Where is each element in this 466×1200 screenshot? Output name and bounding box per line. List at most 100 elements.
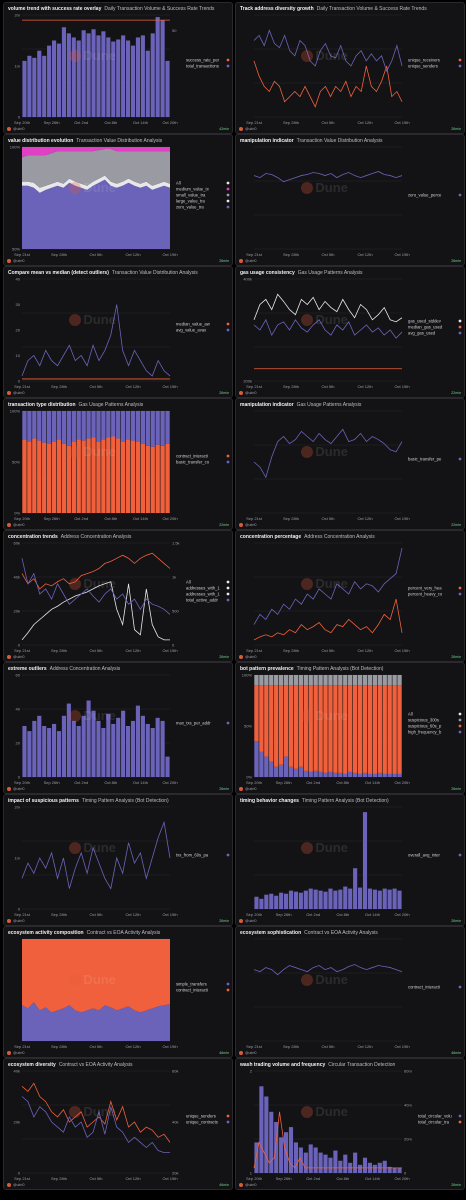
author-link[interactable]: @ukrl0	[239, 127, 256, 131]
chart-panel-p18[interactable]: wash trading volume and frequency Circula…	[235, 1058, 465, 1190]
chart-subtitle: Daily Transaction Volume & Success Rate …	[316, 6, 427, 12]
x-tick-label: Oct 2nd	[74, 516, 88, 521]
bar	[121, 710, 126, 777]
chart-title: ecosystem activity composition	[8, 930, 84, 936]
chart-panel-p2[interactable]: Track address diversity growth Daily Tran…	[235, 2, 465, 134]
area-series	[22, 179, 170, 249]
author-link[interactable]: @ukrl0	[7, 523, 24, 527]
chart-panel-p16[interactable]: ecosystem sophistication Contract vs EOA …	[235, 926, 465, 1058]
author-link[interactable]: @ukrl0	[239, 391, 256, 395]
legend-label: addresses_with_1	[186, 592, 220, 597]
dune-logo-icon	[301, 842, 314, 855]
legend-label: basic_transfer_co	[176, 460, 210, 465]
bar	[22, 60, 27, 117]
bar-segment	[348, 771, 353, 777]
avatar	[239, 259, 243, 263]
legend-label: zero_value_perce	[408, 193, 442, 198]
author-link[interactable]: @ukrl0	[239, 1183, 256, 1187]
avatar	[7, 391, 11, 395]
chart-panel-p9[interactable]: concentration trends Address Concentratio…	[3, 530, 233, 662]
bar	[22, 726, 27, 777]
dune-watermark: Dune	[301, 1104, 348, 1119]
x-tick-label: Oct 19th	[394, 1044, 409, 1049]
bar-segment	[343, 685, 348, 774]
area-series	[22, 175, 170, 193]
panel-title: impact of suspicious patterns Timing Patt…	[8, 798, 228, 804]
chart-panel-p1[interactable]: volume trend with success rate overlay Da…	[3, 2, 233, 134]
author-link[interactable]: @ukrl0	[7, 655, 24, 659]
author-link[interactable]: @ukrl0	[7, 919, 24, 923]
y-tick-label: 2m	[14, 805, 20, 810]
bar-segment	[46, 411, 52, 444]
bar-segment	[42, 411, 47, 443]
chart-panel-p10[interactable]: concentration percentage Address Concentr…	[235, 530, 465, 662]
bar-segment	[387, 675, 392, 686]
bar	[382, 888, 387, 909]
bar	[323, 891, 328, 909]
legend-swatch	[226, 1114, 230, 1118]
chart-panel-p14[interactable]: timing behavior changes Timing Pattern An…	[235, 794, 465, 926]
author-link[interactable]: @ukrl0	[7, 127, 24, 131]
bar	[303, 890, 308, 909]
bar-segment	[96, 441, 101, 513]
bar-segment	[81, 411, 86, 441]
bar	[111, 41, 116, 117]
bar-segment	[278, 685, 284, 765]
bar-segment	[165, 443, 170, 513]
chart-panel-p4[interactable]: manipulation indicator Transaction Value …	[235, 134, 465, 266]
dune-logo-icon	[69, 974, 82, 987]
chart-panel-p13[interactable]: impact of suspicious patterns Timing Patt…	[3, 794, 233, 926]
bar-segment	[160, 445, 165, 513]
bar	[96, 35, 101, 117]
author-link[interactable]: @ukrl0	[7, 1051, 24, 1055]
bar-segment	[303, 770, 308, 777]
chart-panel-p11[interactable]: extreme outliers Address Concentration An…	[3, 662, 233, 794]
chart-panel-p5[interactable]: Compare mean vs median (detect outliers)…	[3, 266, 233, 398]
bar	[353, 1152, 358, 1173]
x-tick-label: Sep 20th	[14, 516, 30, 521]
legend-swatch	[458, 718, 462, 722]
y-tick-label-right: 40k	[172, 1120, 178, 1125]
author-link[interactable]: @ukrl0	[7, 1183, 24, 1187]
bar	[392, 888, 397, 909]
x-tick-label: Oct 19th	[394, 648, 409, 653]
author-link[interactable]: @ukrl0	[239, 787, 256, 791]
bar-segment	[367, 675, 373, 686]
chart-panel-p17[interactable]: ecosystem diversity Contract vs EOA Activ…	[3, 1058, 233, 1190]
author-link[interactable]: @ukrl0	[239, 259, 256, 263]
bar	[397, 890, 402, 909]
series-line	[21, 558, 171, 615]
bar-segment	[116, 411, 121, 439]
author-link[interactable]: @ukrl0	[239, 919, 256, 923]
chart-panel-p6[interactable]: gas usage consistency Gas Usage Patterns …	[235, 266, 465, 398]
dune-logo-icon	[69, 50, 82, 63]
chart-panel-p7[interactable]: transaction type distribution Gas Usage P…	[3, 398, 233, 530]
series-line	[21, 1082, 171, 1143]
bar	[279, 892, 284, 909]
author-link[interactable]: @ukrl0	[239, 1051, 256, 1055]
chart-panel-p15[interactable]: ecosystem activity composition Contract v…	[3, 926, 233, 1058]
author-link[interactable]: @ukrl0	[239, 523, 256, 527]
bar	[140, 715, 145, 777]
bar	[71, 720, 76, 777]
panel-title: gas usage consistency Gas Usage Patterns …	[240, 270, 460, 276]
chart-svg: Sep 21st Sep 28th Oct 5th Oct 12th Oct 19th b…	[246, 410, 462, 521]
chart-svg: 40k 20k 0 60k 40k 20k Sep 21st Sep 28th Oct 5th O…	[14, 1069, 230, 1181]
chart-panel-p8[interactable]: manipulation indicator Gas Usage Patterns…	[235, 398, 465, 530]
chart-panel-p12[interactable]: bot pattern prevalence Timing Pattern Ana…	[235, 662, 465, 794]
refresh-age: 26min	[451, 127, 461, 131]
legend-label: small_value_tra	[176, 193, 206, 198]
author-link[interactable]: @ukrl0	[239, 655, 256, 659]
legend-swatch	[458, 319, 462, 323]
author-link[interactable]: @ukrl0	[7, 391, 24, 395]
bar	[372, 889, 377, 909]
bar-segment	[362, 675, 368, 686]
chart-svg: 100% 50% 0%Sep 20th Sep 26th Oct 2nd Oct 8th O…	[242, 673, 462, 785]
bar	[126, 726, 131, 777]
bar-segment	[32, 411, 37, 439]
panel-title: concentration trends Address Concentratio…	[8, 534, 228, 540]
bar-segment	[397, 675, 402, 686]
author-link[interactable]: @ukrl0	[7, 787, 24, 791]
chart-panel-p3[interactable]: value distribution evolution Transaction …	[3, 134, 233, 266]
author-link[interactable]: @ukrl0	[7, 259, 24, 263]
